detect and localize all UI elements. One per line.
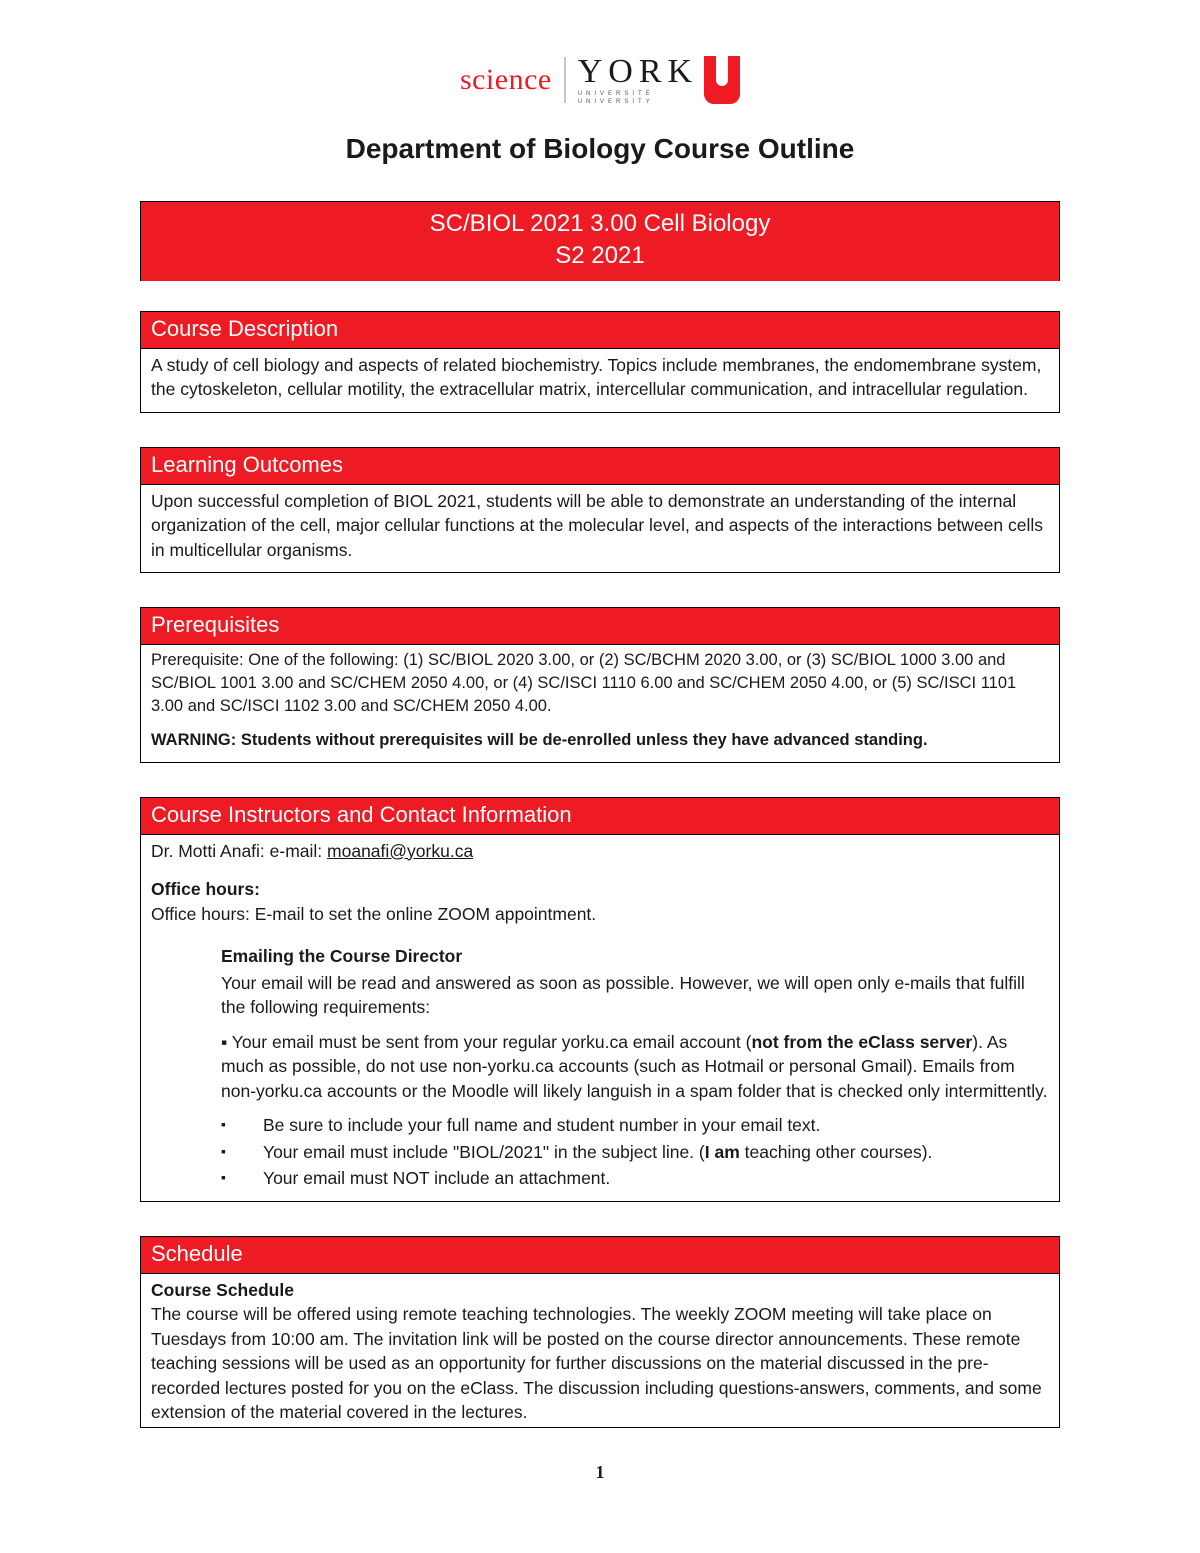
email-bullet-1: ▪ Your email must be sent from your regu… bbox=[221, 1030, 1049, 1104]
section-header: Course Description bbox=[141, 312, 1059, 349]
section-prerequisites: Prerequisites Prerequisite: One of the f… bbox=[140, 607, 1060, 762]
office-hours-text: Office hours: E-mail to set the online Z… bbox=[151, 904, 596, 924]
banner-line1: SC/BIOL 2021 3.00 Cell Biology bbox=[151, 208, 1049, 240]
section-body: Upon successful completion of BIOL 2021,… bbox=[141, 485, 1059, 573]
york-stack: YORK UNIVERSITÉ UNIVERSITY bbox=[578, 55, 698, 105]
section-header: Prerequisites bbox=[141, 608, 1059, 645]
banner-line2: S2 2021 bbox=[151, 240, 1049, 272]
instructor-line: Dr. Motti Anafi: e-mail: moanafi@yorku.c… bbox=[151, 839, 1049, 864]
bullet3-bold: I am bbox=[705, 1142, 740, 1162]
bullet2-text: Be sure to include your full name and st… bbox=[263, 1113, 820, 1138]
section-header: Course Instructors and Contact Informati… bbox=[141, 798, 1059, 835]
section-instructors: Course Instructors and Contact Informati… bbox=[140, 797, 1060, 1202]
section-body: A study of cell biology and aspects of r… bbox=[141, 349, 1059, 412]
bullet3-pre: Your email must include "BIOL/2021" in t… bbox=[263, 1142, 705, 1162]
prereq-text: Prerequisite: One of the following: (1) … bbox=[151, 649, 1049, 718]
bullet3-text: Your email must include "BIOL/2021" in t… bbox=[263, 1140, 932, 1165]
bullet1-pre: ▪ Your email must be sent from your regu… bbox=[221, 1032, 751, 1052]
york-sub2: UNIVERSITY bbox=[578, 99, 654, 105]
email-bullet-2: ▪ Be sure to include your full name and … bbox=[221, 1113, 1049, 1138]
email-bullet-4: ▪ Your email must NOT include an attachm… bbox=[221, 1166, 1049, 1191]
description-text: A study of cell biology and aspects of r… bbox=[151, 353, 1049, 402]
office-hours-label: Office hours: bbox=[151, 879, 260, 899]
section-header: Learning Outcomes bbox=[141, 448, 1059, 485]
section-body: Course Schedule The course will be offer… bbox=[141, 1274, 1059, 1427]
section-course-description: Course Description A study of cell biolo… bbox=[140, 311, 1060, 413]
section-header: Schedule bbox=[141, 1237, 1059, 1274]
logo-row: science YORK UNIVERSITÉ UNIVERSITY bbox=[460, 55, 740, 105]
page-number: 1 bbox=[140, 1462, 1060, 1483]
outcomes-text: Upon successful completion of BIOL 2021,… bbox=[151, 489, 1049, 563]
instructor-name: Dr. Motti Anafi: e-mail: bbox=[151, 841, 327, 861]
bullet4-text: Your email must NOT include an attachmen… bbox=[263, 1166, 610, 1191]
logo-divider bbox=[564, 57, 566, 103]
email-bullet-3: ▪ Your email must include "BIOL/2021" in… bbox=[221, 1140, 1049, 1165]
bullet-icon: ▪ bbox=[221, 1166, 227, 1191]
science-label: science bbox=[460, 63, 552, 97]
course-banner: SC/BIOL 2021 3.00 Cell Biology S2 2021 bbox=[140, 201, 1060, 281]
schedule-text: The course will be offered using remote … bbox=[151, 1302, 1049, 1425]
logo-block: science YORK UNIVERSITÉ UNIVERSITY bbox=[140, 55, 1060, 105]
section-body: Prerequisite: One of the following: (1) … bbox=[141, 645, 1059, 761]
section-schedule: Schedule Course Schedule The course will… bbox=[140, 1236, 1060, 1428]
email-guidelines: Emailing the Course Director Your email … bbox=[151, 944, 1049, 1191]
bullet3-post: teaching other courses). bbox=[740, 1142, 933, 1162]
york-sub1: UNIVERSITÉ bbox=[578, 91, 654, 97]
document-title: Department of Biology Course Outline bbox=[140, 133, 1060, 165]
office-hours-block: Office hours: Office hours: E-mail to se… bbox=[151, 877, 1049, 926]
u-icon bbox=[704, 56, 740, 104]
email-guidelines-intro: Your email will be read and answered as … bbox=[221, 971, 1049, 1020]
york-word: YORK bbox=[578, 55, 698, 89]
prereq-warning: WARNING: Students without prerequisites … bbox=[151, 729, 1049, 752]
bullet-icon: ▪ bbox=[221, 1140, 227, 1165]
section-learning-outcomes: Learning Outcomes Upon successful comple… bbox=[140, 447, 1060, 574]
section-body: Dr. Motti Anafi: e-mail: moanafi@yorku.c… bbox=[141, 835, 1059, 1201]
bullet-icon: ▪ bbox=[221, 1113, 227, 1138]
bullet1-bold: not from the eClass server bbox=[751, 1032, 972, 1052]
york-logo: YORK UNIVERSITÉ UNIVERSITY bbox=[578, 55, 740, 105]
email-guidelines-header: Emailing the Course Director bbox=[221, 944, 1049, 969]
page: science YORK UNIVERSITÉ UNIVERSITY Depar… bbox=[0, 0, 1200, 1523]
instructor-email-link[interactable]: moanafi@yorku.ca bbox=[327, 841, 473, 861]
schedule-subheader: Course Schedule bbox=[151, 1278, 1049, 1303]
